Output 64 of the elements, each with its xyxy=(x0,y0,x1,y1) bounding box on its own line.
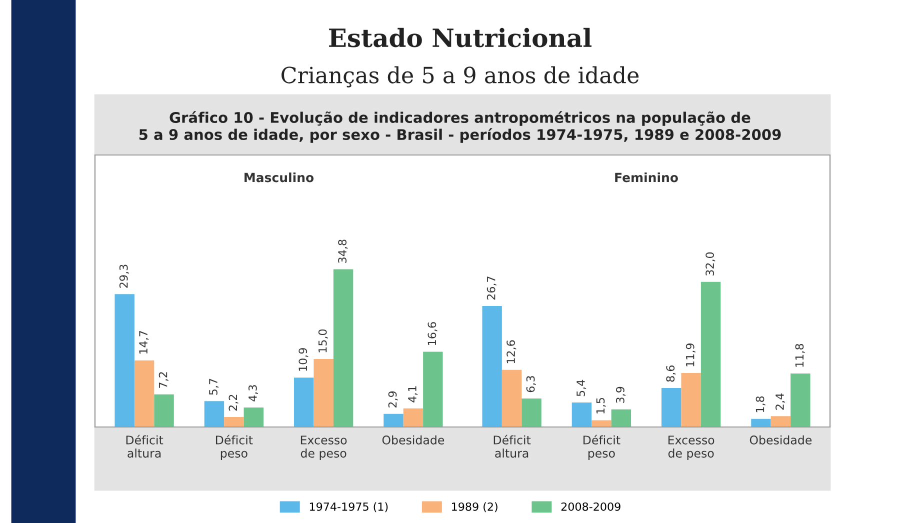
text: Crianças de 5 a 9 anos de idade xyxy=(282,66,639,88)
data-label: 2,2 xyxy=(228,394,238,411)
data-label: 29,3 xyxy=(119,264,129,288)
bar xyxy=(384,414,404,427)
legend-label: 1989 (2) xyxy=(452,502,498,512)
bar xyxy=(770,416,791,427)
data-label: 4,1 xyxy=(408,386,418,402)
bar xyxy=(611,409,632,427)
data-label: 2,9 xyxy=(388,391,398,408)
bar xyxy=(572,402,592,427)
bar xyxy=(333,269,354,427)
bar xyxy=(244,408,264,427)
data-label: 32,0 xyxy=(706,252,716,276)
text: Gráfico 10 - Evolução de indicadores antropométricos na população de 5 a 9 anos de idade, por sexo - Brasil - períodos 1974-1975, 1989 e 2008-2009 xyxy=(139,111,781,143)
bar xyxy=(114,294,134,427)
bar xyxy=(224,417,244,427)
bar xyxy=(700,282,721,427)
bar xyxy=(681,373,701,427)
data-label: 34,8 xyxy=(338,240,348,263)
bar xyxy=(751,418,771,427)
data-label: 15,0 xyxy=(318,329,328,352)
data-label: 2,4 xyxy=(776,394,786,410)
x-tick-label: Excesso de peso xyxy=(300,436,347,460)
bar xyxy=(294,378,314,427)
bar xyxy=(154,394,174,427)
data-label: 10,9 xyxy=(298,348,308,371)
data-label: 6,3 xyxy=(526,376,536,392)
data-label: 7,2 xyxy=(158,372,168,388)
x-tick-label: Déficit peso xyxy=(583,434,620,460)
legend-label: 1974-1975 (1) xyxy=(310,502,388,512)
data-label: 12,6 xyxy=(506,340,516,364)
text: Masculino xyxy=(244,172,314,182)
text: Feminino xyxy=(615,172,678,182)
x-tick-label: Excesso de peso xyxy=(668,436,714,460)
bar xyxy=(314,359,334,427)
bar xyxy=(423,352,443,427)
bar xyxy=(502,370,522,427)
bar xyxy=(134,360,154,427)
data-label: 14,7 xyxy=(139,331,149,354)
bar xyxy=(482,306,502,427)
data-label: 11,9 xyxy=(686,344,696,366)
data-label: 3,9 xyxy=(616,386,626,403)
data-label: 1,8 xyxy=(756,396,766,412)
data-label: 5,4 xyxy=(576,380,586,396)
x-tick-label: Déficit altura xyxy=(126,434,164,458)
data-label: 16,6 xyxy=(428,322,438,345)
x-tick-label: Déficit altura xyxy=(494,434,531,458)
text: Estado Nutricional xyxy=(329,28,592,48)
x-tick-label: Obesidade xyxy=(382,435,444,444)
data-label: 1,5 xyxy=(596,398,606,414)
data-label: 8,6 xyxy=(666,365,676,382)
data-label: 11,8 xyxy=(795,344,805,367)
data-label: 5,7 xyxy=(209,378,219,395)
bar xyxy=(592,420,612,427)
legend-label: 2008-2009 xyxy=(561,502,620,511)
bar xyxy=(661,388,682,427)
bar xyxy=(204,401,224,427)
x-tick-label: Obesidade xyxy=(750,435,812,444)
bar xyxy=(522,398,542,427)
data-label: 26,7 xyxy=(486,276,496,300)
data-label: 4,3 xyxy=(248,385,258,402)
x-tick-label: Déficit peso xyxy=(216,434,253,460)
bar xyxy=(790,374,810,427)
bar xyxy=(403,408,424,427)
